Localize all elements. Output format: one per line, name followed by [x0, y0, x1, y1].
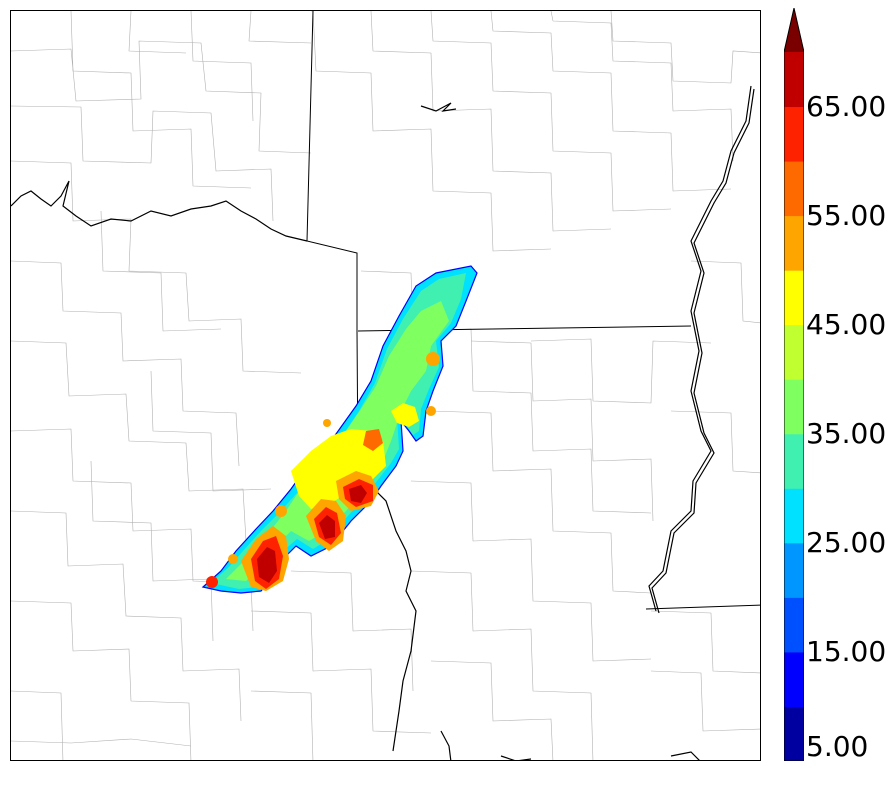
field-cell [275, 505, 287, 517]
colorbar-segment [784, 324, 804, 380]
colorbar-segment [784, 379, 804, 435]
rivers [11, 85, 755, 760]
field-55d [363, 429, 383, 451]
colorbar-segment [784, 161, 804, 217]
colorbar-segment [784, 106, 804, 162]
field-40 [226, 301, 449, 581]
field-cell [206, 576, 218, 588]
field-45 [291, 429, 386, 509]
colorbar-segment [784, 270, 804, 326]
colorbar-label: 45.00 [806, 307, 887, 341]
colorbar-label: 65.00 [806, 89, 887, 123]
colorbar-label: 55.00 [806, 198, 887, 232]
field-70b [319, 515, 335, 539]
field-cell [426, 352, 440, 366]
field-cell [426, 406, 436, 416]
colorbar-extend-arrow [784, 8, 804, 52]
colorbar-label: 5.00 [806, 730, 869, 763]
county-boundaries [11, 11, 760, 760]
field-70 [257, 547, 277, 583]
map-panel [10, 10, 761, 761]
field-45b [391, 403, 419, 427]
field-70c [349, 485, 367, 503]
field-cell [228, 554, 238, 564]
map-canvas [11, 11, 760, 760]
field-cell [323, 419, 331, 427]
colorbar-segment [784, 52, 804, 108]
colorbar-segment [784, 542, 804, 598]
colorbar-segment [784, 488, 804, 544]
colorbar-label: 35.00 [806, 416, 887, 450]
colorbar-segment [784, 215, 804, 271]
colorbar-segment [784, 433, 804, 489]
colorbar-label: 25.00 [806, 525, 887, 559]
colorbar-segment [784, 597, 804, 653]
colorbar-segment [784, 706, 804, 761]
colorbar-label: 15.00 [806, 634, 887, 668]
reflectivity-field [201, 265, 478, 594]
state-boundaries [306, 11, 760, 610]
colorbar-outline [784, 8, 804, 761]
colorbar [784, 8, 804, 761]
colorbar-segment [784, 651, 804, 707]
